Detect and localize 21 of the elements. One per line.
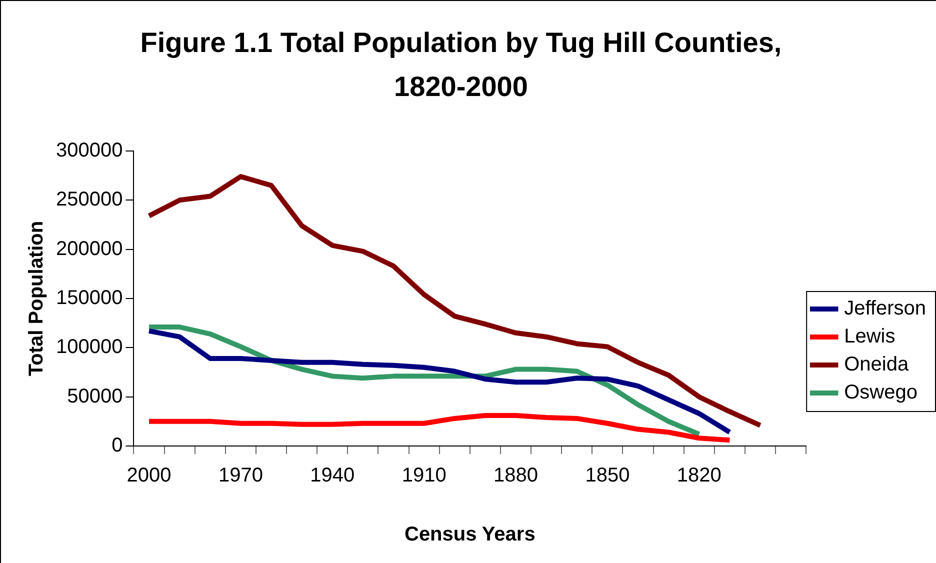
chart-title: Figure 1.1 Total Population by Tug Hill Counties, 1820-2000 [139,26,783,104]
y-tick-label: 50000 [67,385,123,408]
x-tick-label: 1880 [494,464,538,487]
y-tick-label: 250000 [56,188,123,211]
legend-label: Lewis [844,326,896,348]
y-tick-label: 200000 [56,238,123,260]
y-axis-title: Total Population [26,220,48,376]
x-axis-title: Census Years [404,524,536,546]
y-tick-label: 150000 [56,287,123,310]
legend-label: Oneida [844,354,910,376]
y-tick-label: 100000 [56,336,123,358]
x-tick-label: 1820 [676,464,722,487]
y-tick-label: 300000 [56,140,123,162]
x-tick-label: 1850 [585,464,630,487]
legend-label: Jefferson [844,298,926,320]
x-tick-label: 1970 [218,464,263,487]
x-tick-label: 1940 [310,464,355,487]
y-tick-label: 0 [112,434,123,457]
legend-label: Oswego [844,382,918,404]
x-tick-label: 2000 [126,464,172,487]
x-tick-label: 1910 [402,464,446,487]
